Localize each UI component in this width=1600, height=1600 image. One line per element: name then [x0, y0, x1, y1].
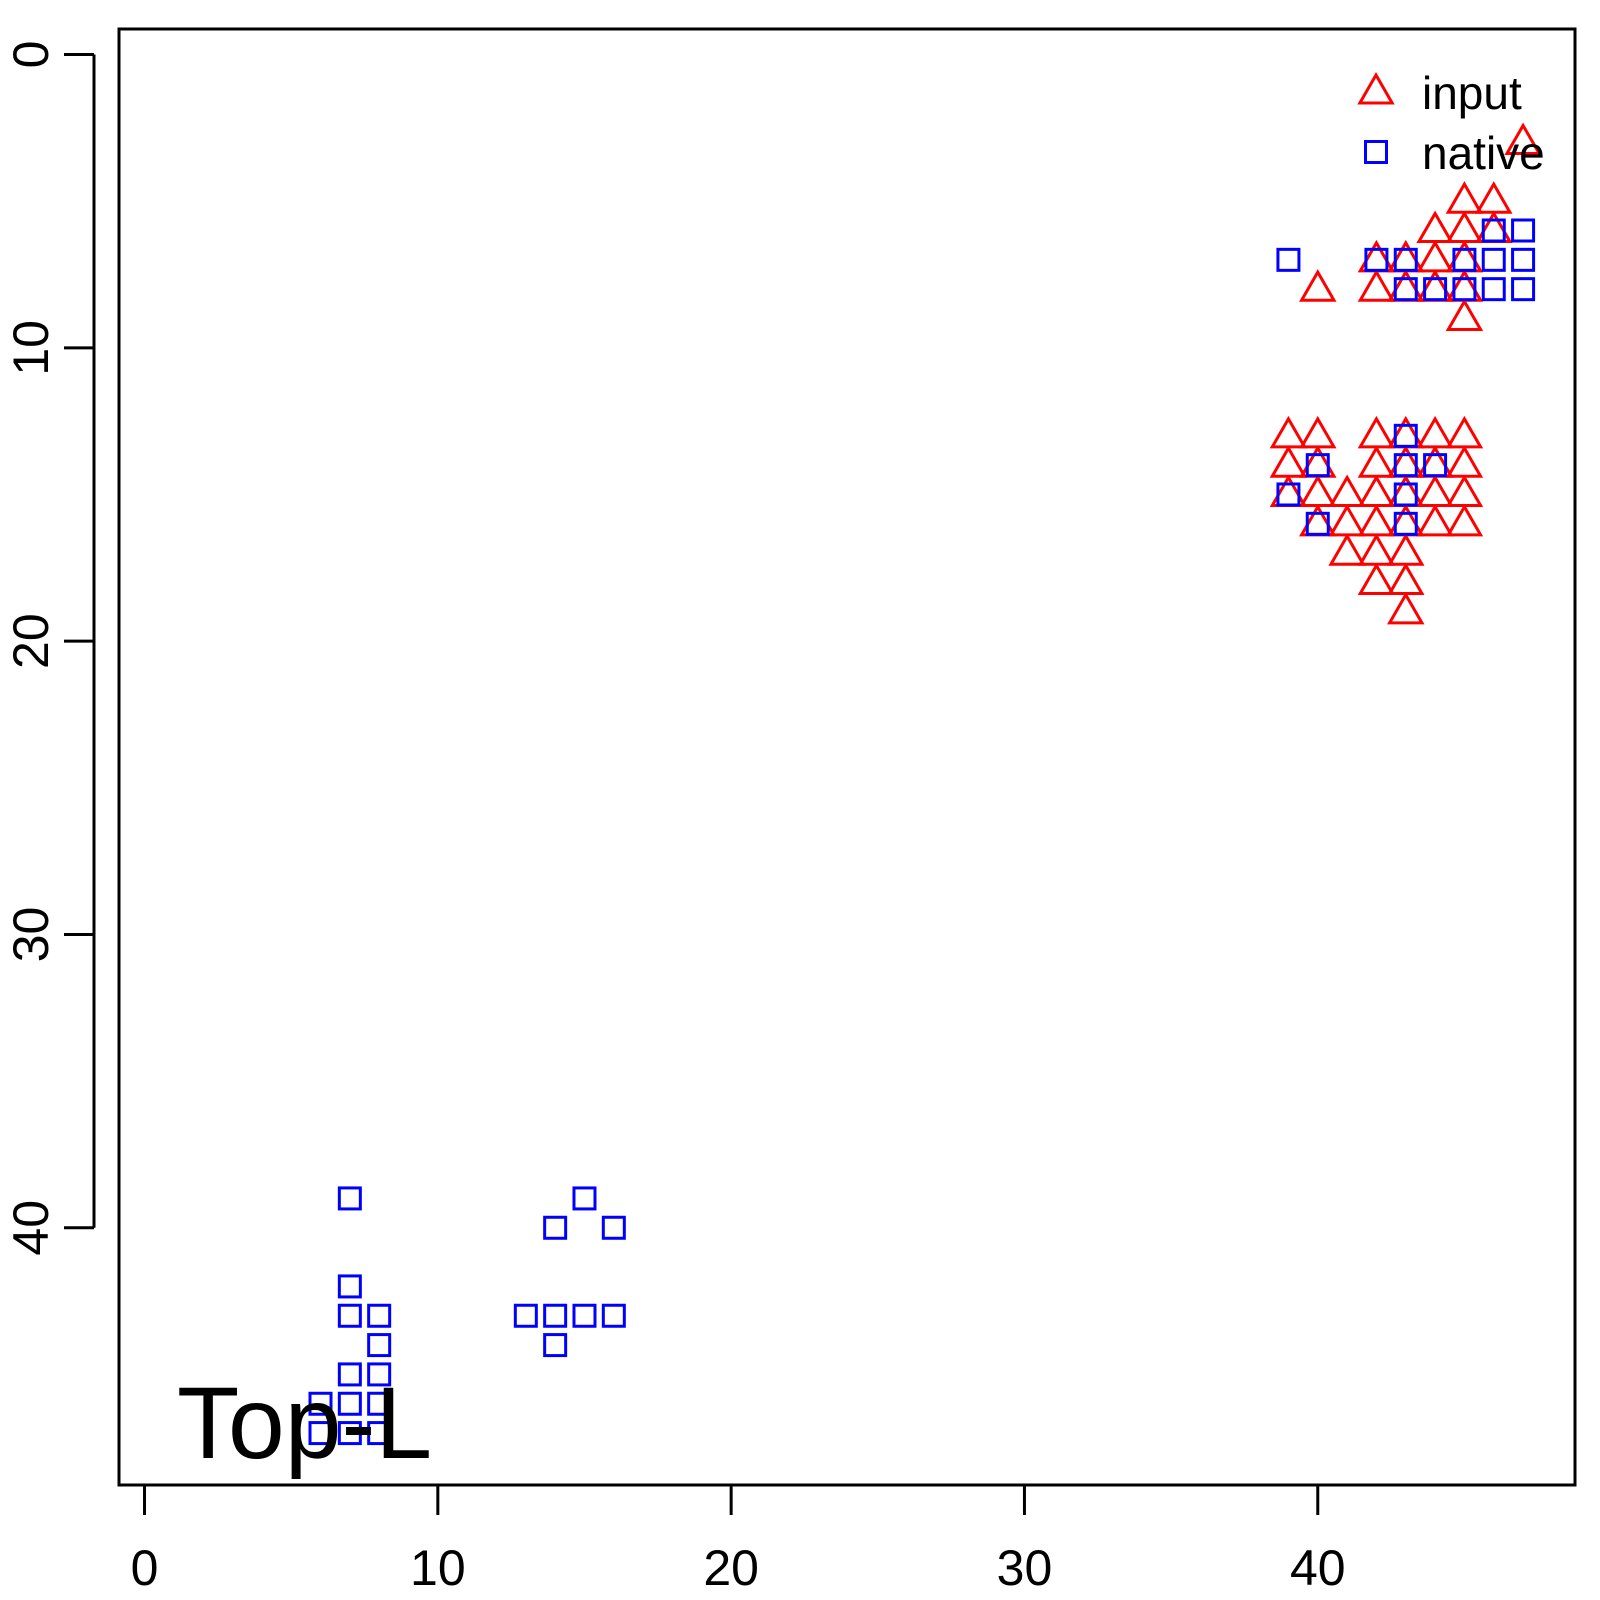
point-native — [1423, 277, 1448, 302]
legend: input native — [1357, 67, 1545, 179]
point-native — [1423, 453, 1448, 478]
point-native — [308, 1421, 333, 1446]
point-native — [1481, 218, 1506, 243]
plot-annotation: Top-L — [177, 1366, 432, 1480]
point-input — [1357, 415, 1396, 449]
point-native — [1511, 247, 1536, 272]
point-native — [572, 1303, 597, 1328]
x-tick-label: 10 — [410, 1540, 466, 1596]
point-input — [1328, 533, 1366, 566]
point-native — [1393, 247, 1418, 272]
point-native — [337, 1274, 362, 1299]
point-native — [1276, 482, 1301, 507]
point-native — [1305, 511, 1330, 536]
point-input — [1416, 474, 1454, 508]
point-native — [601, 1215, 626, 1240]
point-input — [1445, 503, 1484, 537]
point-input — [1416, 210, 1454, 244]
point-input — [1387, 533, 1425, 566]
point-native — [367, 1303, 392, 1328]
point-native — [337, 1362, 362, 1387]
point-input — [1416, 415, 1454, 449]
legend-marker-input — [1357, 71, 1395, 105]
legend-label-input: input — [1422, 67, 1522, 119]
point-input — [1387, 562, 1425, 596]
point-native — [308, 1391, 333, 1416]
point-input — [1357, 269, 1396, 302]
point-input — [1357, 503, 1396, 537]
point-input — [1387, 591, 1425, 625]
x-tick-label: 40 — [1290, 1540, 1346, 1596]
point-native — [513, 1303, 538, 1328]
point-native — [337, 1391, 362, 1416]
point-native — [1305, 453, 1330, 478]
point-input — [1416, 503, 1454, 537]
point-native — [1511, 277, 1536, 302]
point-native — [1393, 511, 1418, 536]
point-input — [1445, 181, 1484, 214]
point-native — [1393, 453, 1418, 478]
point-native — [543, 1333, 568, 1358]
y-tick-label: 40 — [3, 1200, 59, 1256]
point-native — [367, 1333, 392, 1358]
point-input — [1445, 210, 1484, 244]
y-axis: 0 10 20 30 40 — [3, 41, 96, 1256]
point-native — [543, 1215, 568, 1240]
point-input — [1475, 181, 1513, 214]
point-input — [1357, 445, 1396, 478]
point-input — [1504, 122, 1542, 156]
point-native — [1393, 423, 1418, 448]
legend-label-native: native — [1422, 127, 1545, 179]
x-tick-label: 20 — [703, 1540, 759, 1596]
point-native — [1393, 277, 1418, 302]
point-input — [1416, 239, 1454, 273]
y-tick-label: 0 — [3, 41, 59, 69]
point-native — [1511, 218, 1536, 243]
point-input — [1445, 298, 1484, 332]
point-input — [1445, 445, 1484, 478]
point-native — [1452, 277, 1477, 302]
point-native — [543, 1303, 568, 1328]
point-input — [1445, 415, 1484, 449]
x-axis: 0 10 20 30 40 — [131, 1483, 1346, 1596]
point-native — [367, 1421, 392, 1446]
point-input — [1357, 474, 1396, 508]
y-tick-label: 20 — [3, 613, 59, 669]
legend-marker-native — [1364, 140, 1388, 164]
point-input — [1269, 415, 1308, 449]
point-native — [1481, 247, 1506, 272]
point-input — [1328, 503, 1366, 537]
point-input — [1357, 562, 1396, 596]
point-input — [1299, 269, 1337, 302]
point-native — [367, 1391, 392, 1416]
point-input — [1299, 415, 1337, 449]
point-input — [1299, 474, 1337, 508]
point-native — [601, 1303, 626, 1328]
point-input — [1445, 474, 1484, 508]
x-tick-label: 30 — [997, 1540, 1053, 1596]
plot-frame — [117, 27, 1577, 1487]
point-input — [1357, 533, 1396, 566]
x-tick-label: 0 — [131, 1540, 159, 1596]
point-native — [1393, 482, 1418, 507]
point-native — [1452, 247, 1477, 272]
point-native — [1364, 247, 1389, 272]
point-native — [337, 1421, 362, 1446]
y-tick-label: 30 — [3, 907, 59, 963]
point-native — [337, 1186, 362, 1211]
point-input — [1269, 445, 1308, 478]
y-tick-label: 10 — [3, 320, 59, 376]
point-input — [1328, 474, 1366, 508]
point-native — [1276, 247, 1301, 272]
point-native — [572, 1186, 597, 1211]
point-native — [337, 1303, 362, 1328]
point-native — [367, 1362, 392, 1387]
data-points — [308, 122, 1542, 1446]
point-native — [1481, 277, 1506, 302]
